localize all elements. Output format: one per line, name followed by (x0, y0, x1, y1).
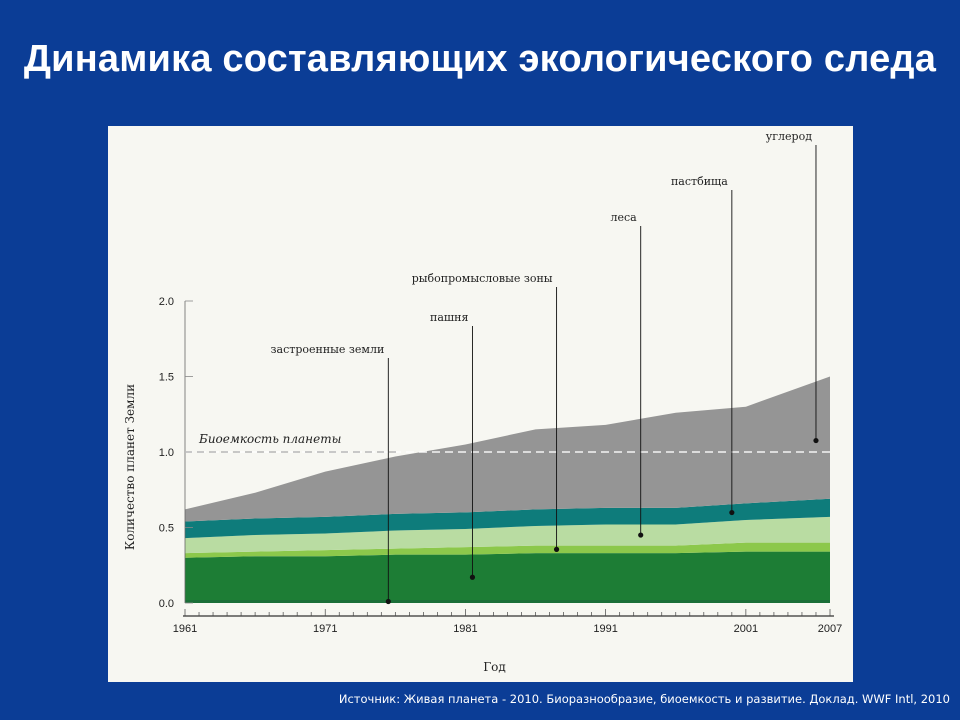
annotation-dot (385, 598, 391, 605)
stacked-areas (185, 376, 830, 603)
reference-line-label: Биоемкость планеты (198, 432, 341, 446)
x-tick-label: 2001 (734, 623, 758, 635)
x-tick-label: 1961 (173, 623, 197, 635)
x-tick-label: 2007 (818, 623, 842, 635)
source-note: Источник: Живая планета - 2010. Биоразно… (338, 692, 950, 706)
slide-title: Динамика составляющих экологического сле… (23, 38, 937, 80)
y-axis: 0.0 0.5 1.0 1.5 2.0 (159, 296, 193, 610)
y-tick-label: 0.0 (159, 598, 174, 610)
y-axis-label: Количество планет Земли (123, 384, 137, 550)
area-углерод (185, 376, 830, 522)
y-tick-label: 1.0 (159, 447, 174, 459)
area-рыбопромысловые зоны (185, 542, 830, 558)
annotation-dot (729, 509, 735, 516)
y-tick-label: 1.5 (159, 372, 174, 384)
annotation-label: рыбопромысловые зоны (412, 272, 553, 285)
annotation-dot (638, 532, 644, 538)
x-tick-label: 1971 (313, 623, 337, 635)
y-tick-label: 2.0 (159, 296, 174, 308)
annotation-dot (553, 546, 560, 552)
area-леса (185, 516, 830, 554)
annotation-dot (469, 574, 476, 580)
y-tick-label: 0.5 (159, 523, 174, 535)
footprint-area-chart: 0.0 0.5 1.0 1.5 2.0 1961 1971 1981 1991 2001 2007… (123, 130, 842, 674)
annotation-label: застроенные земли (271, 343, 385, 356)
reference-line: Биоемкость планеты (185, 432, 830, 453)
area-пастбища (185, 498, 830, 539)
x-axis-label: Год (483, 660, 506, 674)
area-застроенные земли (185, 599, 830, 603)
annotation-label: углерод (766, 130, 812, 143)
x-tick-label: 1981 (453, 623, 477, 635)
x-axis: 1961 1971 1981 1991 2001 2007 (173, 609, 842, 635)
x-tick-label: 1991 (593, 623, 617, 635)
chart-panel: 0.0 0.5 1.0 1.5 2.0 1961 1971 1981 1991 2001 2007… (108, 126, 853, 682)
annotation-dot (813, 437, 819, 444)
annotation-label: пастбища (671, 175, 728, 188)
annotation-label: леса (610, 211, 637, 224)
area-пашня (185, 551, 830, 600)
annotations: застроенные земли пашня рыбопромысловые зо… (271, 130, 819, 605)
annotation-label: пашня (430, 311, 468, 324)
